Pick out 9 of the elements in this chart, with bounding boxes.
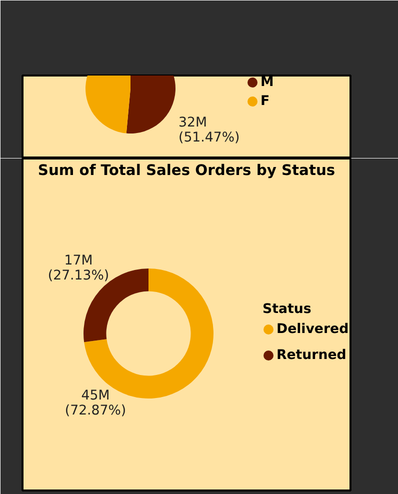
legend-label: M [260,75,274,90]
legend-title: Status [262,302,312,317]
data-label: 45M (72.87%) [64,388,126,418]
legend-label: F [260,94,270,109]
chart-title: Sum of Total Sales Orders by Status [38,162,336,179]
data-label: 17M (27.13%) [48,254,110,284]
data-label: 32M (51.47%) [178,116,240,146]
legend-label: Returned [276,348,346,363]
legend-label: Delivered [276,322,349,337]
